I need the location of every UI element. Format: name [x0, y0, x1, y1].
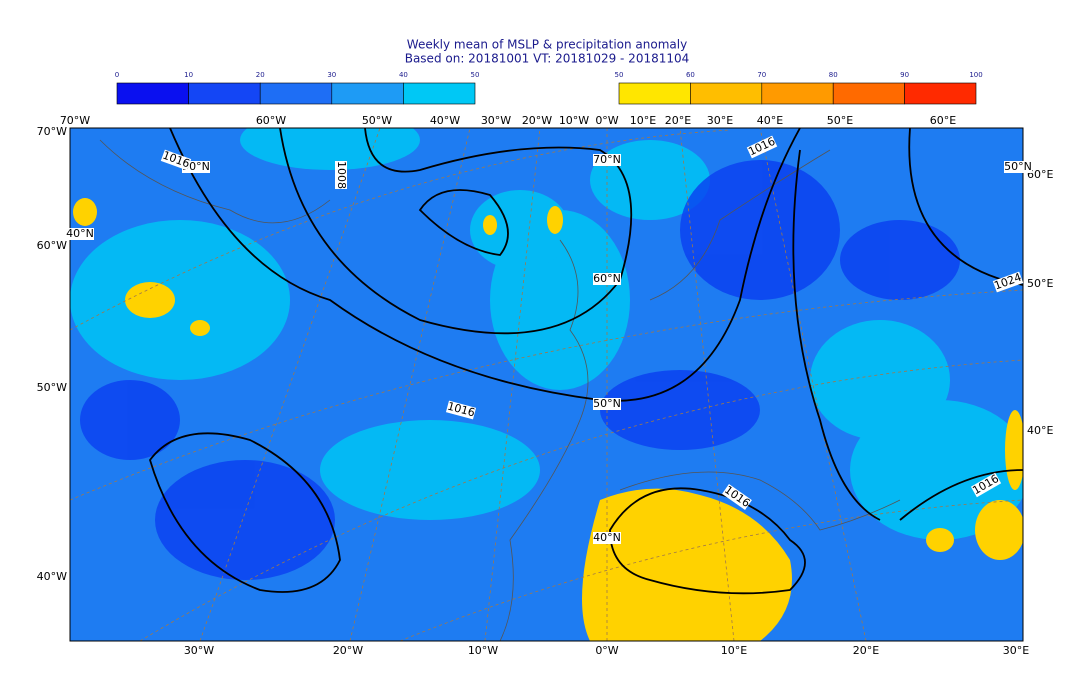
latitude-label: 40°N	[66, 227, 94, 240]
right-label: 40°E	[1027, 424, 1053, 437]
colorbar-tick: 60	[686, 71, 695, 79]
latitude-label: 70°N	[593, 153, 621, 166]
top-label: 30°E	[707, 114, 733, 127]
latitude-label-box	[66, 228, 94, 240]
latitude-label-box	[593, 398, 621, 410]
latitude-label-box	[593, 273, 621, 285]
top-label: 60°E	[930, 114, 956, 127]
isobars	[149, 128, 1023, 595]
bottom-label: 30°E	[1003, 644, 1029, 657]
bottom-label: 0°W	[595, 644, 618, 657]
graticule	[70, 128, 1023, 641]
colorbar-segment	[761, 82, 834, 105]
top-label: 50°E	[827, 114, 853, 127]
isobar-label: 1008	[335, 161, 348, 189]
bottom-label: 10°E	[721, 644, 747, 657]
colorbar-tick: 70	[757, 71, 766, 79]
top-label: 70°W	[60, 114, 90, 127]
top-label: 40°W	[430, 114, 460, 127]
left-label: 60°W	[37, 239, 67, 252]
colorbar-segment	[618, 82, 691, 105]
left-label: 40°W	[37, 570, 67, 583]
bottom-label: 20°W	[333, 644, 363, 657]
isobar-label-box	[746, 135, 778, 159]
colorbar-segment	[259, 82, 333, 105]
top-label: 20°E	[665, 114, 691, 127]
latitude-label-box	[1004, 161, 1032, 173]
right-label: 60°E	[1027, 168, 1053, 181]
colorbar-tick: 80	[829, 71, 838, 79]
colorbar-tick: 0	[115, 71, 119, 79]
latitude-label: 50°N	[1004, 160, 1032, 173]
top-label: 10°W	[559, 114, 589, 127]
top-label: 0°W	[595, 114, 618, 127]
isobar-label-box	[992, 271, 1024, 293]
bottom-label: 10°W	[468, 644, 498, 657]
isobar-label-box	[445, 400, 477, 420]
latitude-label: 60°N	[593, 272, 621, 285]
top-label: 40°E	[757, 114, 783, 127]
top-label: 60°W	[256, 114, 286, 127]
colorbar-segment	[904, 82, 977, 105]
latitude-label-box	[593, 532, 621, 544]
bottom-label: 20°E	[853, 644, 879, 657]
colorbar-segment	[403, 82, 476, 105]
isobar-label-box	[722, 484, 752, 510]
left-label: 70°W	[37, 125, 67, 138]
colorbar-tick: 10	[184, 71, 193, 79]
colorbar-tick: 50	[615, 71, 624, 79]
colorbar-segment	[188, 82, 261, 105]
isobar-label-box	[970, 472, 1002, 498]
map-frame	[69, 127, 1024, 642]
colorbar-tick: 90	[900, 71, 909, 79]
coastlines	[99, 139, 901, 641]
isobar-label-box	[335, 161, 347, 189]
top-label: 10°E	[630, 114, 656, 127]
colorbar-tick: 30	[327, 71, 336, 79]
top-label: 30°W	[481, 114, 511, 127]
isobar-label-box	[160, 149, 192, 171]
colorbar-segment	[331, 82, 404, 105]
colorbar-tick: 50	[471, 71, 480, 79]
colorbar-segment	[690, 82, 763, 105]
right-label: 50°E	[1027, 277, 1053, 290]
latitude-label: 50°N	[593, 397, 621, 410]
map	[69, 127, 1024, 642]
colorbar-segment	[832, 82, 905, 105]
colorbar-tick: 20	[256, 71, 265, 79]
top-label: 50°W	[362, 114, 392, 127]
latitude-label: 40°N	[593, 531, 621, 544]
bottom-label: 30°W	[184, 644, 214, 657]
latitude-label-box	[593, 154, 621, 166]
colorbar-tick: 40	[399, 71, 408, 79]
title: Weekly mean of MSLP & precipitation anom…	[407, 38, 687, 52]
left-label: 50°W	[37, 381, 67, 394]
colorbar-tick: 100	[969, 71, 982, 79]
subtitle: Based on: 20181001 VT: 20181029 - 201811…	[405, 52, 690, 66]
top-label: 20°W	[522, 114, 552, 127]
colorbar-segment	[116, 82, 189, 105]
